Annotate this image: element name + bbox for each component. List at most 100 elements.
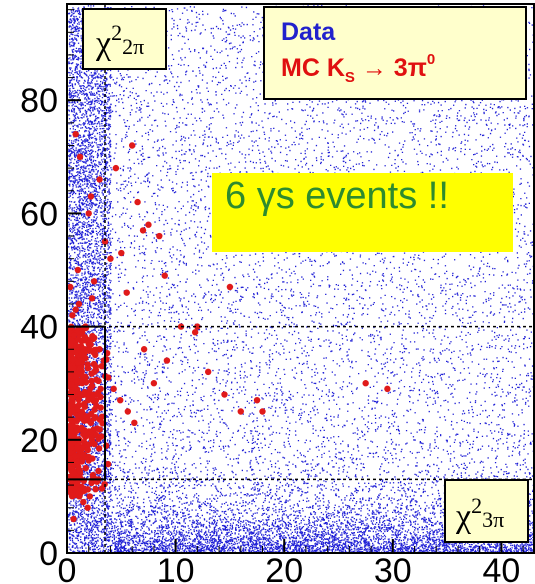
y-tick-label: 60 <box>20 195 58 233</box>
mc-point <box>128 142 136 149</box>
y-tick-label: 40 <box>20 309 58 347</box>
mc-point <box>82 453 89 460</box>
mc-point <box>84 504 91 511</box>
axis-ticks <box>66 9 524 554</box>
x-tick-label: 20 <box>265 552 303 584</box>
mc-point <box>85 417 93 424</box>
mc-point <box>80 498 87 506</box>
mc-point <box>78 424 85 432</box>
mc-point <box>82 335 89 342</box>
ylabel-box: χ22π <box>82 8 167 70</box>
mc-point <box>89 440 96 447</box>
mc-point <box>145 221 152 228</box>
plot-frame <box>66 3 535 554</box>
annotation-box: 6 γs events !! <box>212 173 513 252</box>
mc-point <box>69 356 77 363</box>
mc-point <box>96 426 104 433</box>
mc-point <box>72 349 79 356</box>
mc-point <box>95 467 102 475</box>
mc-point <box>88 434 95 441</box>
y-tick-label: 80 <box>20 82 58 120</box>
mc-point <box>118 249 125 257</box>
annotation-text: 6 γs events !! <box>225 175 449 217</box>
mc-point <box>95 445 103 452</box>
y-tick-label: 20 <box>20 422 58 460</box>
mc-point <box>161 272 168 279</box>
mc-point <box>204 368 212 376</box>
mc-point <box>112 164 120 172</box>
mc-point <box>73 406 81 413</box>
xlabel-text: χ23π <box>455 493 504 535</box>
tick-labels: 0 10 20 30 40 0 20 40 60 80 <box>20 82 520 584</box>
mc-point <box>66 372 74 379</box>
mc-point <box>92 485 99 493</box>
mc-point <box>71 452 79 460</box>
mc-point <box>104 460 112 468</box>
mc-point <box>88 377 95 385</box>
mc-point <box>88 382 96 390</box>
mc-point <box>97 404 104 411</box>
mc-point <box>117 396 124 404</box>
mc-point <box>87 341 94 348</box>
mc-point <box>94 391 101 398</box>
mc-point <box>98 433 105 440</box>
mc-point <box>362 380 369 387</box>
mc-point <box>88 370 95 377</box>
y-tick-label: 0 <box>39 535 58 573</box>
ylabel-text: χ22π <box>95 20 144 62</box>
mc-point <box>253 396 261 404</box>
mc-point <box>77 392 84 399</box>
mc-point <box>101 238 109 245</box>
mc-point <box>237 408 244 415</box>
mc-point <box>74 266 82 274</box>
mc-point <box>75 336 82 343</box>
mc-point <box>70 515 77 523</box>
x-tick-label: 0 <box>58 552 77 584</box>
mc-point <box>86 493 94 500</box>
legend-data-label: Data <box>281 18 336 46</box>
mc-point <box>68 466 75 473</box>
mc-point <box>110 385 117 393</box>
mc-point <box>67 484 74 491</box>
mc-point <box>78 408 86 415</box>
mc-point <box>74 458 81 466</box>
mc-point <box>90 360 98 368</box>
mc-point <box>80 438 88 446</box>
mc-point <box>156 232 163 240</box>
mc-point <box>68 381 75 388</box>
mc-point <box>88 295 96 302</box>
mc-point <box>77 364 85 372</box>
mc-point <box>84 446 92 454</box>
mc-point <box>70 332 78 339</box>
mc-point <box>71 370 79 378</box>
mc-point <box>98 363 105 370</box>
mc-point <box>96 176 103 183</box>
x-tick-label: 40 <box>483 552 521 584</box>
mc-point <box>87 193 95 200</box>
x-tick-label: 30 <box>374 552 412 584</box>
mc-point <box>68 337 76 345</box>
x-tick-label: 10 <box>157 552 195 584</box>
mc-point <box>78 379 85 387</box>
mc-point <box>73 417 80 425</box>
mc-point <box>384 385 391 393</box>
mc-point <box>69 492 77 499</box>
mc-point <box>226 283 234 291</box>
mc-point <box>89 471 97 479</box>
mc-point <box>72 482 79 490</box>
mc-point <box>72 130 79 138</box>
mc-point <box>72 306 79 313</box>
legend: Data MC KS → 3π0 <box>263 6 527 100</box>
mc-point <box>150 380 158 387</box>
mc-point <box>92 366 100 374</box>
mc-point <box>74 444 81 451</box>
mc-point <box>89 455 96 462</box>
mc-point <box>75 300 83 308</box>
mc-point <box>140 346 148 353</box>
mc-point <box>259 408 266 415</box>
mc-point <box>69 312 76 319</box>
mc-point <box>68 459 76 467</box>
xlabel-box: χ23π <box>444 479 529 543</box>
mc-point <box>124 408 132 415</box>
